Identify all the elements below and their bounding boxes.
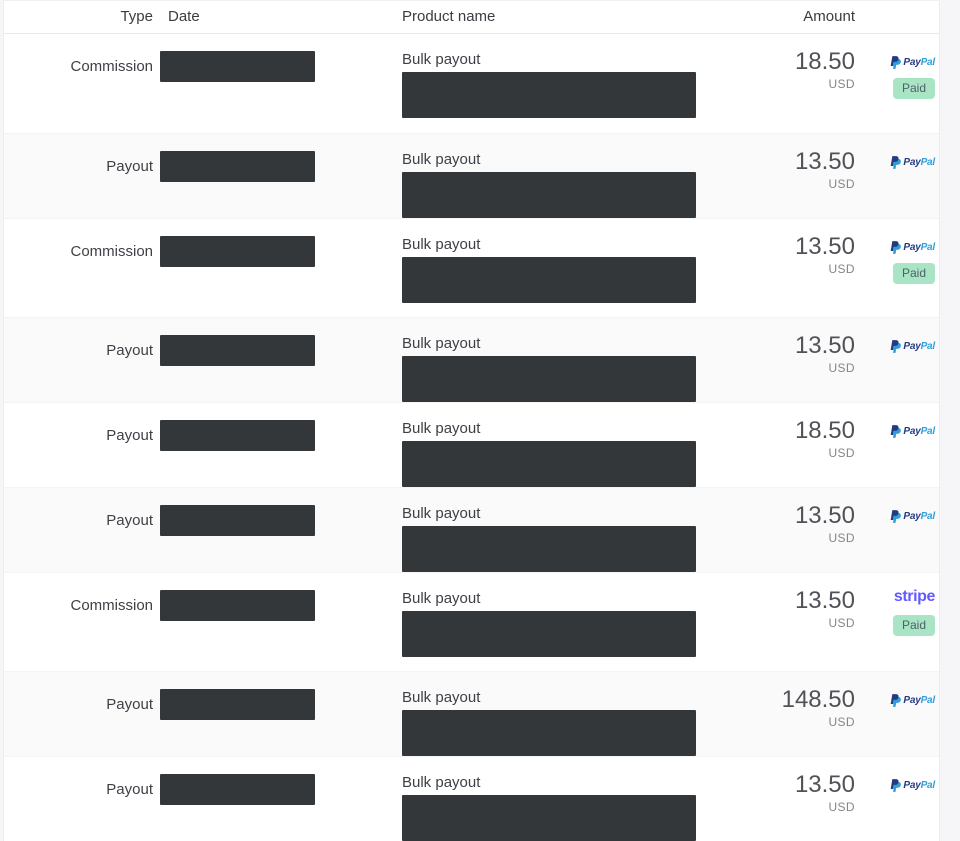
paid-status-badge: Paid — [892, 78, 935, 99]
table-row: Payout Bulk payout 13.50 USD PayPal stri… — [4, 317, 939, 402]
table-body: Commission Bulk payout 18.50 USD PayPal … — [4, 34, 939, 841]
header-date: Date — [168, 8, 200, 25]
date-redacted-bar — [160, 590, 315, 621]
product-name: Bulk payout — [402, 420, 481, 437]
date-redacted-bar — [160, 236, 315, 267]
paypal-logo: PayPal — [890, 340, 935, 353]
product-name: Bulk payout — [402, 51, 481, 68]
product-name: Bulk payout — [402, 590, 481, 607]
amount-value: 18.50 — [794, 417, 855, 444]
currency-label: USD — [828, 177, 855, 191]
product-name: Bulk payout — [402, 236, 481, 253]
amount-value: 13.50 — [794, 148, 855, 175]
product-name: Bulk payout — [402, 505, 481, 522]
product-details-redacted-bar — [402, 257, 696, 303]
product-details-redacted-bar — [402, 710, 696, 756]
transaction-type-label: Commission — [70, 597, 153, 614]
transaction-type-label: Payout — [106, 781, 153, 798]
transaction-type-label: Payout — [106, 158, 153, 175]
paypal-logo: PayPal — [890, 425, 935, 438]
product-details-redacted-bar — [402, 526, 696, 572]
product-details-redacted-bar — [402, 441, 696, 487]
date-redacted-bar — [160, 505, 315, 536]
paypal-p-icon — [891, 694, 902, 707]
paypal-logo: PayPal — [890, 241, 935, 254]
transactions-table: Type Date Product name Amount Commission… — [3, 0, 940, 841]
product-details-redacted-bar — [402, 72, 696, 118]
amount-value: 13.50 — [794, 332, 855, 359]
table-row: Payout Bulk payout 13.50 USD PayPal stri… — [4, 487, 939, 572]
table-row: Payout Bulk payout 13.50 USD PayPal stri… — [4, 756, 939, 841]
currency-label: USD — [828, 446, 855, 460]
currency-label: USD — [828, 361, 855, 375]
date-redacted-bar — [160, 689, 315, 720]
paypal-p-icon — [891, 425, 902, 438]
transaction-type-label: Payout — [106, 512, 153, 529]
product-details-redacted-bar — [402, 356, 696, 402]
product-details-redacted-bar — [402, 611, 696, 657]
date-redacted-bar — [160, 335, 315, 366]
table-header: Type Date Product name Amount — [4, 1, 939, 34]
table-row: Commission Bulk payout 13.50 USD PayPal … — [4, 218, 939, 317]
paypal-p-icon — [891, 510, 902, 523]
date-redacted-bar — [160, 51, 315, 82]
transaction-type-label: Commission — [70, 58, 153, 75]
amount-value: 13.50 — [794, 587, 855, 614]
header-type: Type — [120, 8, 153, 25]
paypal-p-icon — [891, 56, 902, 69]
transaction-type-label: Payout — [106, 696, 153, 713]
currency-label: USD — [828, 715, 855, 729]
currency-label: USD — [828, 616, 855, 630]
paypal-logo: PayPal — [890, 510, 935, 523]
product-name: Bulk payout — [402, 151, 481, 168]
amount-value: 18.50 — [794, 48, 855, 75]
currency-label: USD — [828, 262, 855, 276]
table-row: Commission Bulk payout 18.50 USD PayPal … — [4, 34, 939, 133]
paypal-logo: PayPal — [890, 56, 935, 69]
date-redacted-bar — [160, 420, 315, 451]
amount-value: 13.50 — [794, 771, 855, 798]
product-name: Bulk payout — [402, 689, 481, 706]
product-name: Bulk payout — [402, 774, 481, 791]
table-row: Payout Bulk payout 18.50 USD PayPal stri… — [4, 402, 939, 487]
transaction-type-label: Payout — [106, 342, 153, 359]
table-row: Payout Bulk payout 13.50 USD PayPal stri… — [4, 133, 939, 218]
paypal-p-icon — [891, 779, 902, 792]
transaction-type-label: Commission — [70, 243, 153, 260]
table-row: Commission Bulk payout 13.50 USD PayPal … — [4, 572, 939, 671]
product-details-redacted-bar — [402, 795, 696, 841]
paypal-p-icon — [891, 241, 902, 254]
header-product-name: Product name — [402, 8, 496, 25]
amount-value: 13.50 — [794, 233, 855, 260]
paypal-logo: PayPal — [890, 694, 935, 707]
paypal-logo: PayPal — [890, 156, 935, 169]
date-redacted-bar — [160, 774, 315, 805]
paypal-p-icon — [891, 156, 902, 169]
paypal-logo: PayPal — [890, 779, 935, 792]
paid-status-badge: Paid — [892, 615, 935, 636]
currency-label: USD — [828, 800, 855, 814]
paypal-p-icon — [891, 340, 902, 353]
date-redacted-bar — [160, 151, 315, 182]
table-row: Payout Bulk payout 148.50 USD PayPal str… — [4, 671, 939, 756]
amount-value: 13.50 — [794, 502, 855, 529]
transaction-type-label: Payout — [106, 427, 153, 444]
currency-label: USD — [828, 77, 855, 91]
product-details-redacted-bar — [402, 172, 696, 218]
header-amount: Amount — [803, 8, 855, 25]
paid-status-badge: Paid — [892, 263, 935, 284]
stripe-logo: stripe — [893, 588, 936, 605]
currency-label: USD — [828, 531, 855, 545]
amount-value: 148.50 — [781, 686, 855, 713]
product-name: Bulk payout — [402, 335, 481, 352]
